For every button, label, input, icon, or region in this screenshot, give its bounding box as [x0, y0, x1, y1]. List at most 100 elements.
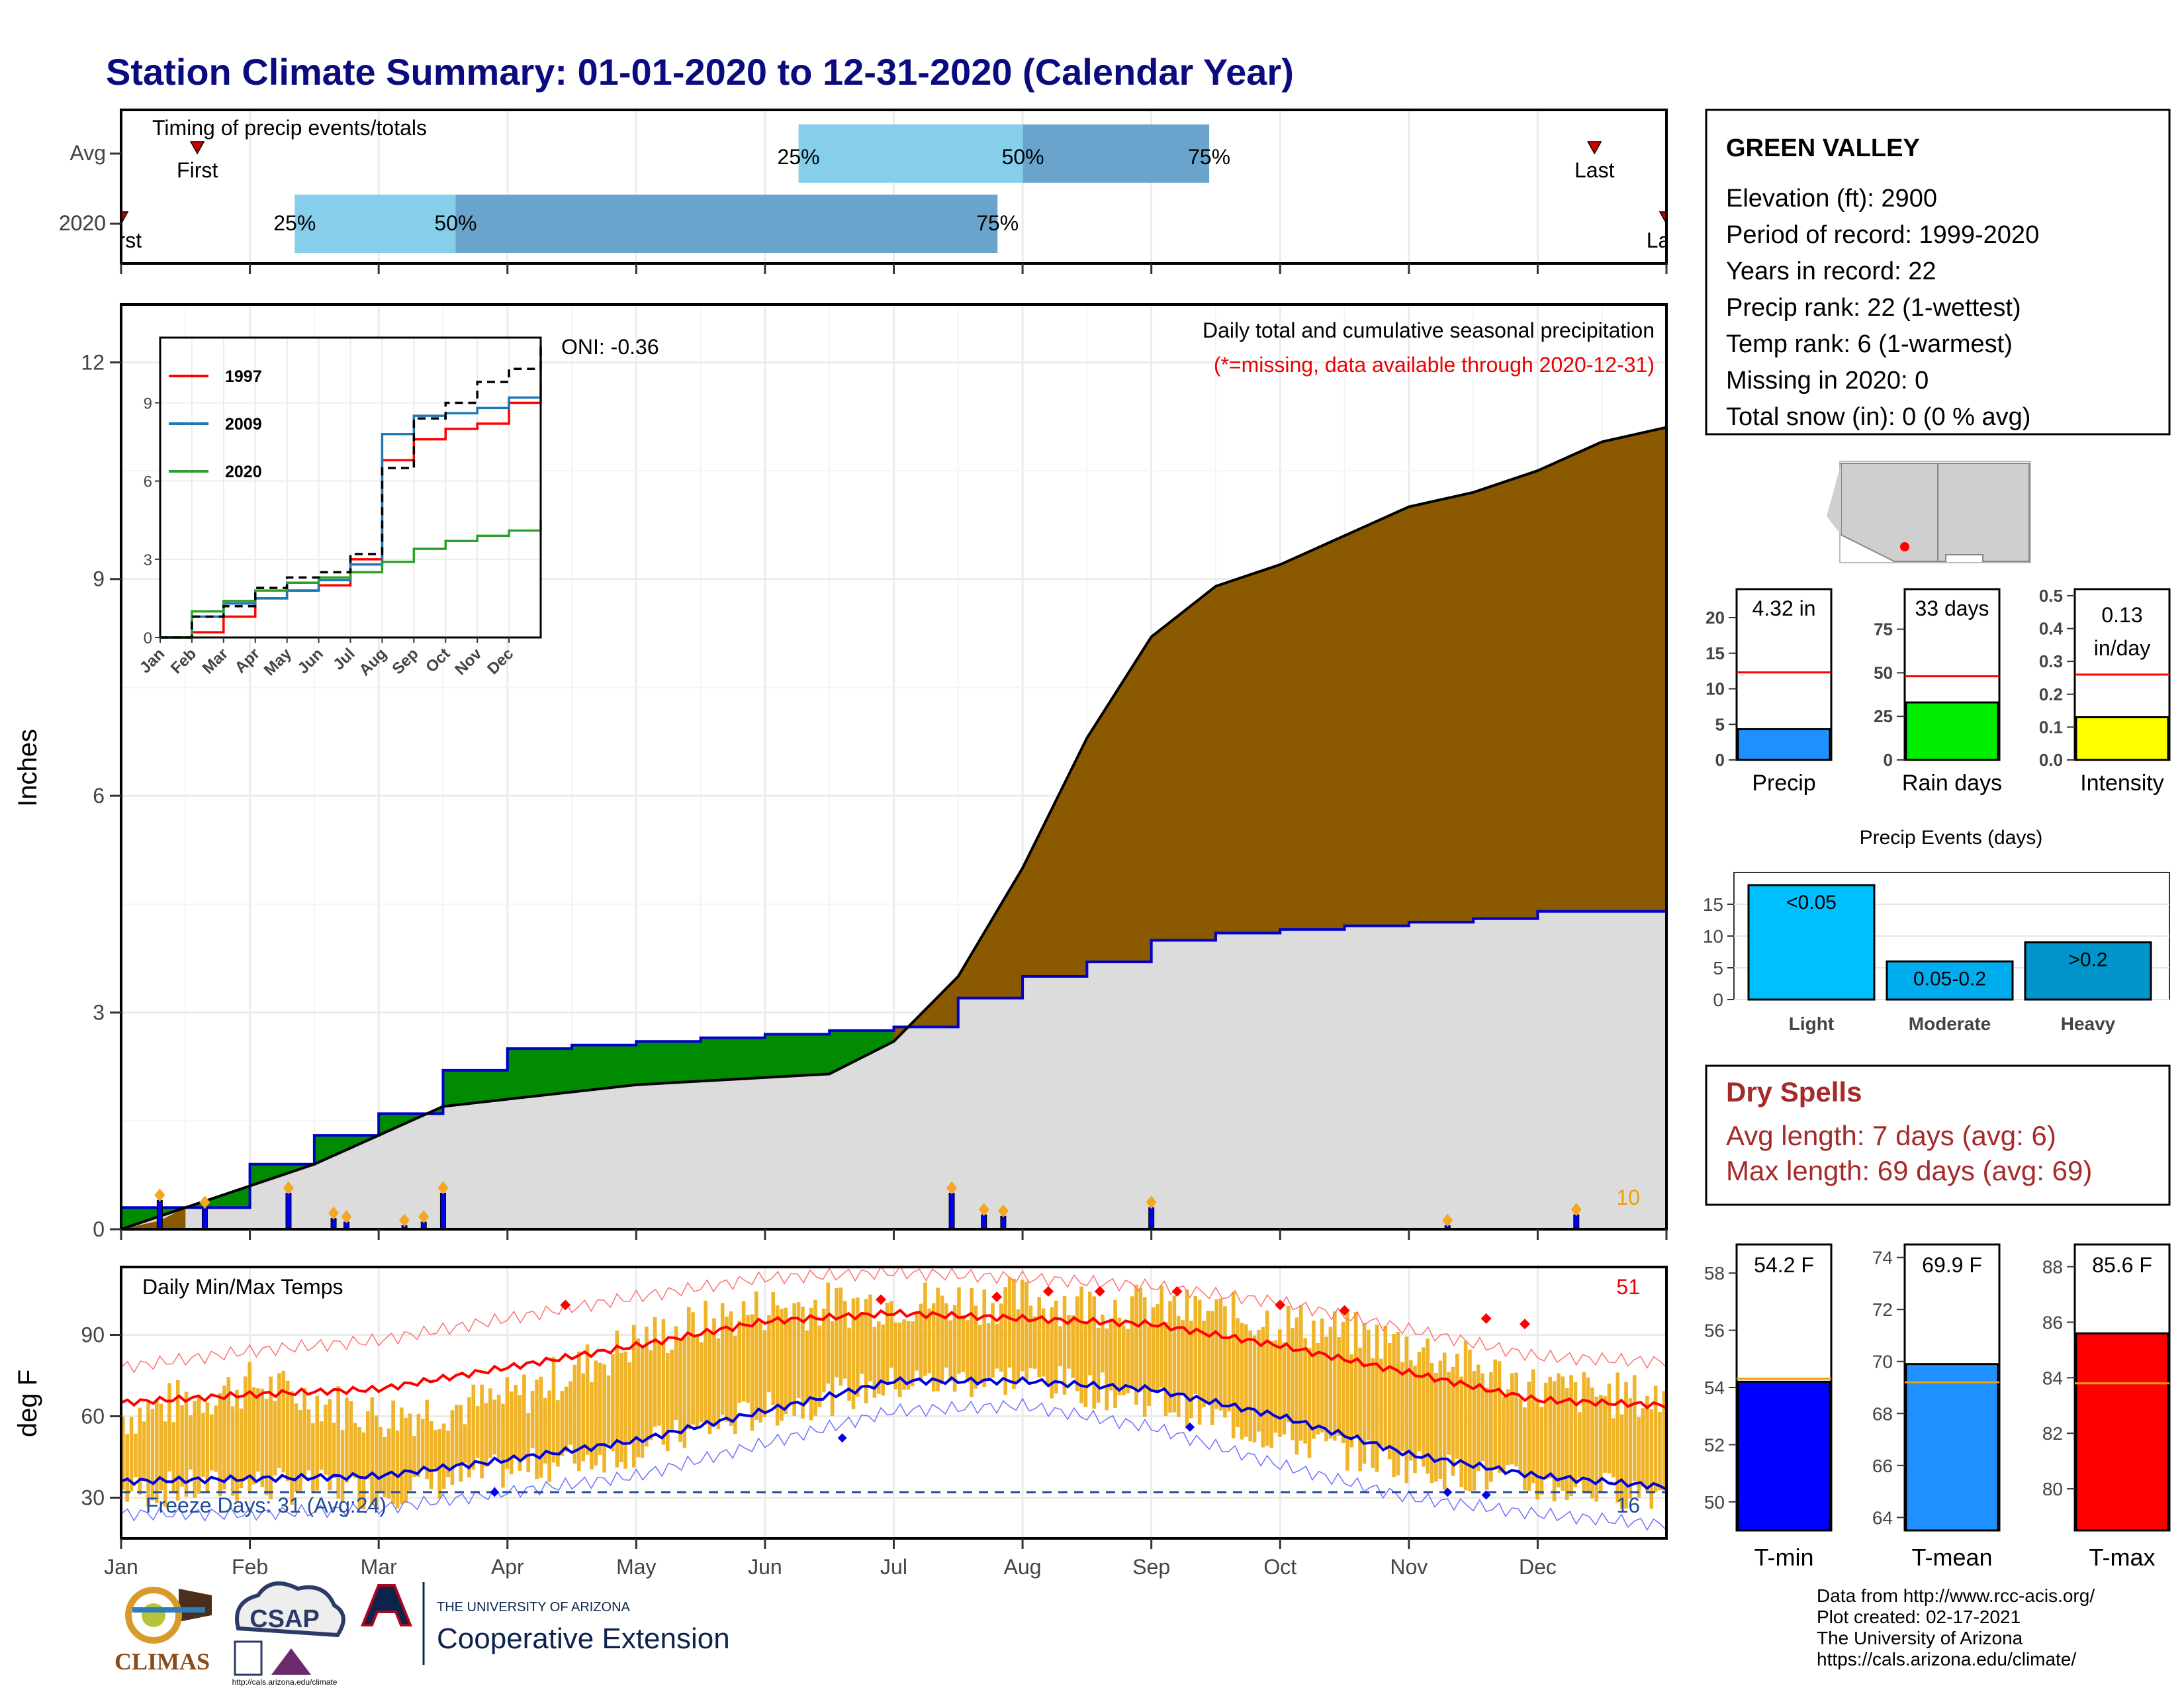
daily-temp-bar: [1658, 1411, 1662, 1491]
daily-temp-bar: [1223, 1306, 1227, 1418]
daily-temp-bar: [771, 1291, 776, 1405]
ua-cooperative-extension-logo: THE UNIVERSITY OF ARIZONA Cooperative Ex…: [361, 1582, 730, 1665]
temp-summary-ytick-label: 88: [2042, 1257, 2063, 1278]
daily-temp-bar: [1442, 1352, 1447, 1490]
daily-temp-bar: [1248, 1330, 1253, 1442]
daily-temp-bar: [1214, 1299, 1218, 1409]
daily-temp-bar: [606, 1375, 611, 1445]
summary-bar-ytick-label: 0.1: [2039, 717, 2063, 737]
temp-summary-ytick-label: 66: [1872, 1456, 1893, 1476]
daily-temp-bar: [1028, 1305, 1033, 1369]
events-ytick-label: 15: [1703, 894, 1723, 915]
daily-temp-bar: [1227, 1338, 1232, 1412]
precip-ytick-label: 3: [93, 1001, 105, 1025]
inset-legend-label: 2009: [225, 415, 262, 434]
daily-temp-bar: [1257, 1329, 1261, 1432]
daily-temp-bar: [357, 1427, 361, 1509]
station-name: GREEN VALLEY: [1726, 134, 1920, 162]
daily-temp-bar: [856, 1297, 860, 1397]
daily-temp-bar: [1531, 1369, 1535, 1483]
daily-temp-bar: [1434, 1373, 1438, 1482]
inset-ytick-label: 6: [144, 473, 152, 491]
daily-temp-bar: [881, 1324, 885, 1396]
daily-temp-bar: [518, 1395, 522, 1472]
summary-bar-ytick-label: 0.3: [2039, 651, 2063, 671]
daily-temp-bar: [239, 1408, 244, 1489]
oni-label: ONI: -0.36: [561, 335, 659, 359]
daily-temp-bar: [602, 1364, 606, 1473]
cumulative-deficit-area: [121, 1027, 894, 1229]
daily-temp-bar: [1324, 1336, 1328, 1442]
footer-line: Data from http://www.rcc-acis.org/: [1817, 1585, 2095, 1606]
daily-temp-bar: [273, 1401, 277, 1476]
daily-temp-bar: [822, 1308, 826, 1393]
events-bar: [1886, 960, 2014, 1001]
daily-temp-bar: [1193, 1295, 1198, 1394]
daily-temp-bar: [1265, 1310, 1269, 1446]
daily-temp-bar: [459, 1405, 463, 1482]
daily-temp-bar: [750, 1314, 754, 1431]
daily-precip-bar: [156, 1199, 163, 1230]
timing-q25-label: 25%: [778, 145, 820, 169]
summary-bar-ytick-label: 0.0: [2039, 750, 2063, 770]
daily-temp-bar: [1126, 1329, 1130, 1393]
tmax-record-line: [120, 1265, 1667, 1374]
avg-cumulative-line: [121, 910, 1666, 1209]
daily-temp-bar: [1273, 1340, 1278, 1433]
daily-temp-bar: [1189, 1321, 1193, 1419]
daily-temp-bar: [784, 1307, 788, 1415]
daily-temp-bar: [572, 1364, 577, 1464]
timing-edge-mask: [1668, 199, 1701, 265]
daily-precip-bar: [1573, 1214, 1580, 1230]
station-line: Elevation (ft): 2900: [1726, 185, 1937, 212]
summary-bar-ytick-label: 10: [1706, 679, 1725, 699]
daily-temp-bar: [1312, 1320, 1316, 1439]
precip-ytick-label: 6: [93, 784, 105, 808]
daily-temp-bar: [835, 1288, 839, 1378]
daily-temp-bar: [129, 1417, 134, 1492]
ua-main-text: Cooperative Extension: [437, 1622, 730, 1655]
temp-summary-ytick-label: 84: [2042, 1368, 2063, 1388]
temp-summary-ytick-label: 86: [2042, 1312, 2063, 1333]
csap-logo-text: CSAP: [250, 1605, 320, 1633]
daily-temp-bar: [716, 1338, 721, 1430]
daily-temp-bar: [1168, 1301, 1172, 1413]
daily-temp-bar: [915, 1311, 919, 1371]
daily-temp-bar: [1594, 1396, 1599, 1502]
daily-temp-bar: [691, 1312, 695, 1425]
daily-precip-bar: [948, 1192, 955, 1230]
daily-temp-bar: [1003, 1287, 1007, 1395]
temp-ylabel: deg F: [13, 1370, 42, 1437]
cumulative-2020-line: [120, 426, 1667, 1231]
daily-temp-bar: [226, 1377, 231, 1480]
daily-temp-bar: [1172, 1295, 1177, 1413]
record-high-marker: [1519, 1319, 1530, 1330]
daily-temp-bar: [361, 1432, 366, 1510]
daily-temp-bar: [1071, 1315, 1075, 1378]
daily-temp-bar: [1514, 1372, 1518, 1467]
daily-temp-bar: [569, 1381, 572, 1445]
daily-temp-bar: [302, 1387, 306, 1479]
daily-temp-bar: [1619, 1414, 1624, 1509]
daily-temp-bar: [336, 1386, 340, 1499]
station-info-box: GREEN VALLEY Elevation (ft): 2900 Period…: [1705, 109, 2171, 436]
daily-temp-bar: [1218, 1298, 1223, 1411]
daily-temp-bar: [488, 1388, 492, 1458]
daily-temp-bar: [1641, 1408, 1645, 1487]
month-tick-label: Dec: [1519, 1555, 1557, 1579]
daily-temp-bar: [897, 1323, 902, 1397]
daily-temp-bar: [991, 1303, 995, 1378]
locator-map: [1827, 461, 2031, 563]
dry-spells-title: Dry Spells: [1726, 1076, 1862, 1107]
daily-temp-bar: [1058, 1326, 1062, 1366]
daily-temp-bar: [484, 1403, 488, 1467]
daily-temp-bar: [463, 1424, 467, 1463]
record-high-marker: [1043, 1286, 1054, 1297]
daily-temp-bar: [767, 1315, 771, 1393]
timing-first-marker: [189, 141, 205, 155]
daily-temp-bar: [860, 1313, 864, 1374]
month-tick-label: Aug: [1004, 1555, 1042, 1579]
daily-temp-bar: [256, 1388, 260, 1472]
temp-summary-ytick-label: 72: [1872, 1299, 1893, 1320]
